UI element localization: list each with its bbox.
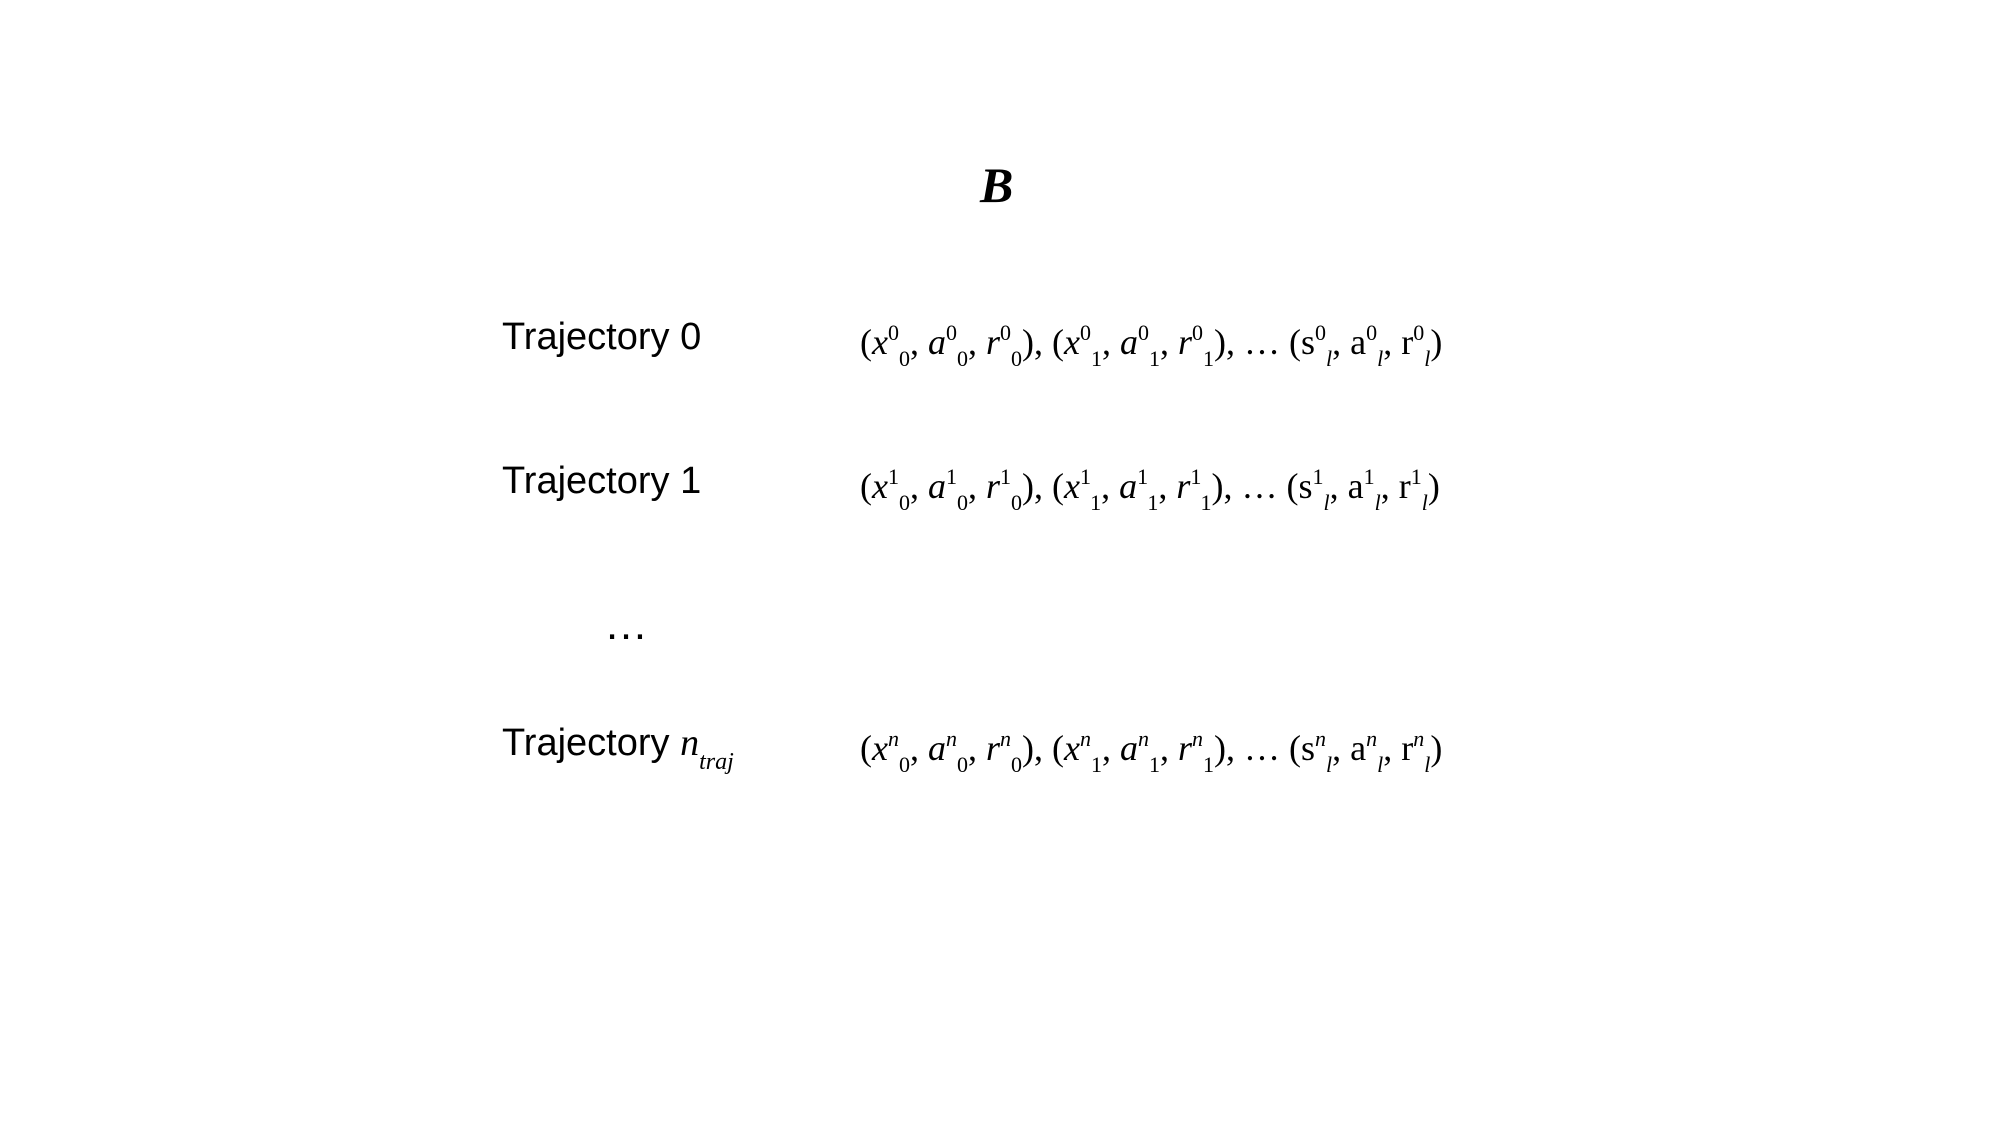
term-r11: r11 [1176, 464, 1212, 515]
term-s0l: s0l [1300, 320, 1333, 371]
term-s1l: s1l [1298, 464, 1330, 515]
trajectory-0-formula: (x00, a00, r00), (x01, a01, r01), … (s0l… [860, 320, 1443, 371]
term-anl: anl [1350, 726, 1384, 777]
term-a01: a01 [1119, 320, 1160, 371]
trajectory-n-label: Trajectory ntraj [502, 719, 734, 775]
term-r00: r00 [985, 320, 1022, 371]
term-r1l: r1l [1398, 464, 1428, 515]
term-an0: an0 [927, 726, 968, 777]
term-an1: an1 [1119, 726, 1160, 777]
term-r01: r01 [1177, 320, 1214, 371]
term-rn1: rn1 [1177, 726, 1214, 777]
term-x00: x00 [872, 320, 910, 371]
trajectory-0-label: Trajectory 0 [502, 313, 701, 361]
term-x11: x11 [1063, 464, 1102, 515]
trajectory-1-label: Trajectory 1 [502, 457, 701, 505]
term-xn0: xn0 [872, 726, 910, 777]
term-a11: a11 [1119, 464, 1159, 515]
term-a0l: a0l [1350, 320, 1384, 371]
diagram-title: B [980, 157, 1014, 213]
term-r10: r10 [985, 464, 1022, 515]
ellipsis: … [604, 600, 650, 649]
term-a00: a00 [927, 320, 968, 371]
open-paren: ( [860, 322, 872, 362]
open-paren: ( [860, 466, 872, 506]
open-paren: ( [860, 728, 872, 768]
trajectory-1-formula: (x10, a10, r10), (x11, a11, r11), … (s1l… [860, 464, 1440, 515]
close-paren: ) [1430, 728, 1443, 768]
close-paren: ) [1427, 466, 1440, 506]
term-x10: x10 [872, 464, 910, 515]
trajectory-1-text: Trajectory 1 [502, 460, 702, 502]
term-r0l: r0l [1401, 320, 1431, 371]
term-x01: x01 [1063, 320, 1102, 371]
term-snl: snl [1300, 726, 1333, 777]
close-paren: ) [1430, 322, 1443, 362]
trajectory-n-formula: (xn0, an0, rn0), (xn1, an1, rn1), … (snl… [860, 726, 1443, 777]
term-rn0: rn0 [985, 726, 1022, 777]
term-a1l: a1l [1347, 464, 1381, 515]
term-a10: a10 [927, 464, 968, 515]
trajectory-0-text: Trajectory 0 [502, 316, 702, 358]
term-xn1: xn1 [1063, 726, 1102, 777]
trajectory-n-text: Trajectory [502, 722, 681, 764]
trajectory-n-sub: traj [699, 749, 734, 775]
term-rnl: rnl [1401, 726, 1431, 777]
trajectory-n-var: n [680, 722, 700, 764]
